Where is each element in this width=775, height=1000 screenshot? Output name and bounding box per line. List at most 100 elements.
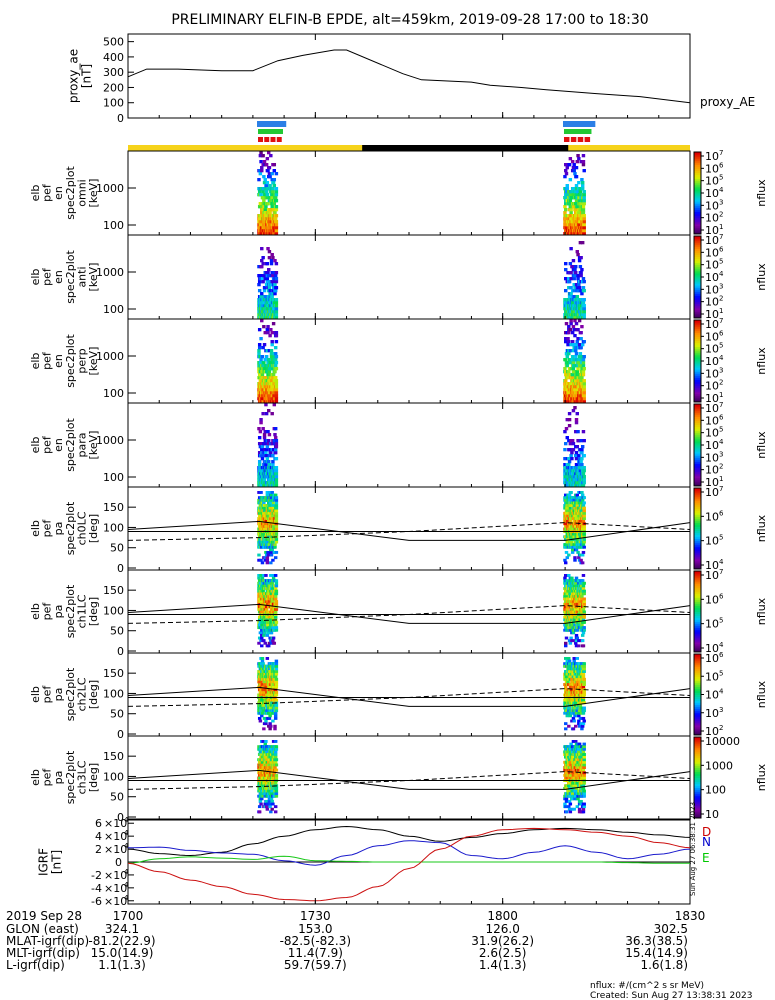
spectrogram-pixel xyxy=(581,584,586,588)
spectrogram-pixel xyxy=(269,703,274,707)
spectrogram-pixel xyxy=(567,448,572,452)
spectrogram-pixel xyxy=(571,187,576,191)
spectrogram-pixel xyxy=(274,509,279,513)
spectrogram-pixel xyxy=(578,553,583,557)
colorbar-cell xyxy=(694,369,701,372)
colorbar-cell xyxy=(694,205,701,208)
spectrogram-pixel xyxy=(571,166,576,170)
colorbar-frame xyxy=(693,570,702,653)
spectrogram-pixel xyxy=(580,241,585,245)
colorbar-cell xyxy=(694,615,701,619)
colorbar-cell xyxy=(694,477,701,481)
colorbar-cell xyxy=(694,180,701,184)
colorbar-label: nflux xyxy=(755,347,768,375)
spectrogram-pixel xyxy=(564,163,568,167)
panel-ylabel: pef xyxy=(41,183,54,202)
spectrogram-pixel xyxy=(273,274,278,278)
spectrogram-pixel xyxy=(257,451,262,455)
spectrogram-pixel xyxy=(582,454,586,458)
spectrogram-pixel xyxy=(258,277,263,281)
spectrogram-pixel xyxy=(274,310,279,314)
spectrogram-pixel xyxy=(260,633,264,637)
pitch-ytick-label: 0 xyxy=(117,645,124,658)
colorbar-cell xyxy=(694,193,701,196)
spectrogram-pixel xyxy=(272,271,277,275)
spectrogram-pixel xyxy=(263,430,267,434)
spectrogram-pixel xyxy=(273,615,278,619)
spectrogram-pixel xyxy=(263,556,267,560)
colorbar-tick-label: 10 xyxy=(705,427,719,440)
spectrogram-pixel xyxy=(566,361,570,365)
spectrogram-pixel xyxy=(265,181,270,185)
spectrogram-pixel xyxy=(576,535,580,539)
spectrogram-pixel xyxy=(257,576,261,580)
colorbar-tick-exponent: 6 xyxy=(719,592,724,600)
colorbar-cell xyxy=(694,440,701,444)
spectrogram-pixel xyxy=(260,457,265,461)
spectrogram-pixel xyxy=(274,481,279,485)
colorbar-cell xyxy=(694,176,701,180)
spectrogram-pixel xyxy=(574,430,578,434)
spectrogram-pixel xyxy=(267,220,272,224)
spectrogram-pixel xyxy=(582,610,586,614)
spectrogram-pixel xyxy=(563,576,567,580)
spectrogram-pixel xyxy=(269,498,273,502)
spectrogram-pixel xyxy=(576,289,580,293)
spectrogram-pixel xyxy=(564,602,569,606)
panel-ylabel: elb xyxy=(29,520,42,537)
spectrogram-pixel xyxy=(565,364,569,368)
spectrogram-pixel xyxy=(577,556,581,560)
spectrogram-pixel xyxy=(273,451,278,455)
spectrogram-pixel xyxy=(581,587,586,590)
panel-ylabel: [keV] xyxy=(87,431,100,460)
spectrogram-pixel xyxy=(581,364,586,368)
ae-legend-label: proxy_AE xyxy=(700,95,755,109)
panel-ylabel: pef xyxy=(41,519,54,538)
spectrogram-pixel xyxy=(267,644,271,648)
spectrogram-pixel xyxy=(260,693,264,697)
spectrogram-pixel xyxy=(577,439,581,443)
spectrogram-pixel xyxy=(271,463,275,467)
spectrogram-pixel xyxy=(571,496,576,500)
panel-ylabel: spec2plot xyxy=(64,584,77,638)
spectrogram-pixel xyxy=(579,397,583,401)
panel-ylabel: pef xyxy=(41,351,54,370)
spectrogram-pixel xyxy=(267,589,271,593)
spectrogram-pixel xyxy=(582,220,586,224)
status-bar-red xyxy=(270,137,276,142)
spectrogram-pixel xyxy=(262,463,266,467)
spectrogram-pixel xyxy=(567,331,571,335)
colorbar-tick-exponent: 7 xyxy=(719,568,723,576)
spectrogram-pixel xyxy=(574,175,579,179)
spectrogram-pixel xyxy=(574,615,578,619)
spectrogram-pixel xyxy=(571,409,576,413)
status-bar-blue xyxy=(257,121,287,127)
spectrogram-pixel xyxy=(261,208,265,212)
spectrogram-pixel xyxy=(570,340,575,344)
spectrogram-pixel xyxy=(574,349,578,353)
colorbar-tick-exponent: 2 xyxy=(719,463,723,471)
colorbar-tick-exponent: 4 xyxy=(719,641,724,649)
spectrogram-pixel xyxy=(274,307,279,311)
spectrogram-pixel xyxy=(264,412,269,416)
spectrogram-pixel xyxy=(269,680,273,684)
spectrogram-pixel xyxy=(563,457,567,461)
spectrogram-pixel xyxy=(564,685,568,689)
spectrogram-pixel xyxy=(267,286,272,290)
spectrogram-pixel xyxy=(262,633,266,637)
colorbar-tick-exponent: 1 xyxy=(719,475,723,483)
spectrogram-pixel xyxy=(271,448,276,452)
colorbar-tick-label: 10 xyxy=(705,199,719,212)
energy-ytick-label: 100 xyxy=(103,387,124,400)
spectrogram-pixel xyxy=(262,451,266,455)
colorbar-cell xyxy=(694,260,701,264)
spectrogram-pixel xyxy=(274,214,279,218)
spectrogram-pixel xyxy=(579,558,583,562)
colorbar-tick-exponent: 3 xyxy=(719,366,723,374)
spectrogram-pixel xyxy=(582,628,586,632)
panel-ylabel: spec2plot xyxy=(64,166,77,220)
spectrogram-pixel xyxy=(580,493,585,497)
spectrogram-pixel xyxy=(580,376,584,380)
spectrogram-pixel xyxy=(267,519,271,523)
spectrogram-pixel xyxy=(263,274,267,278)
